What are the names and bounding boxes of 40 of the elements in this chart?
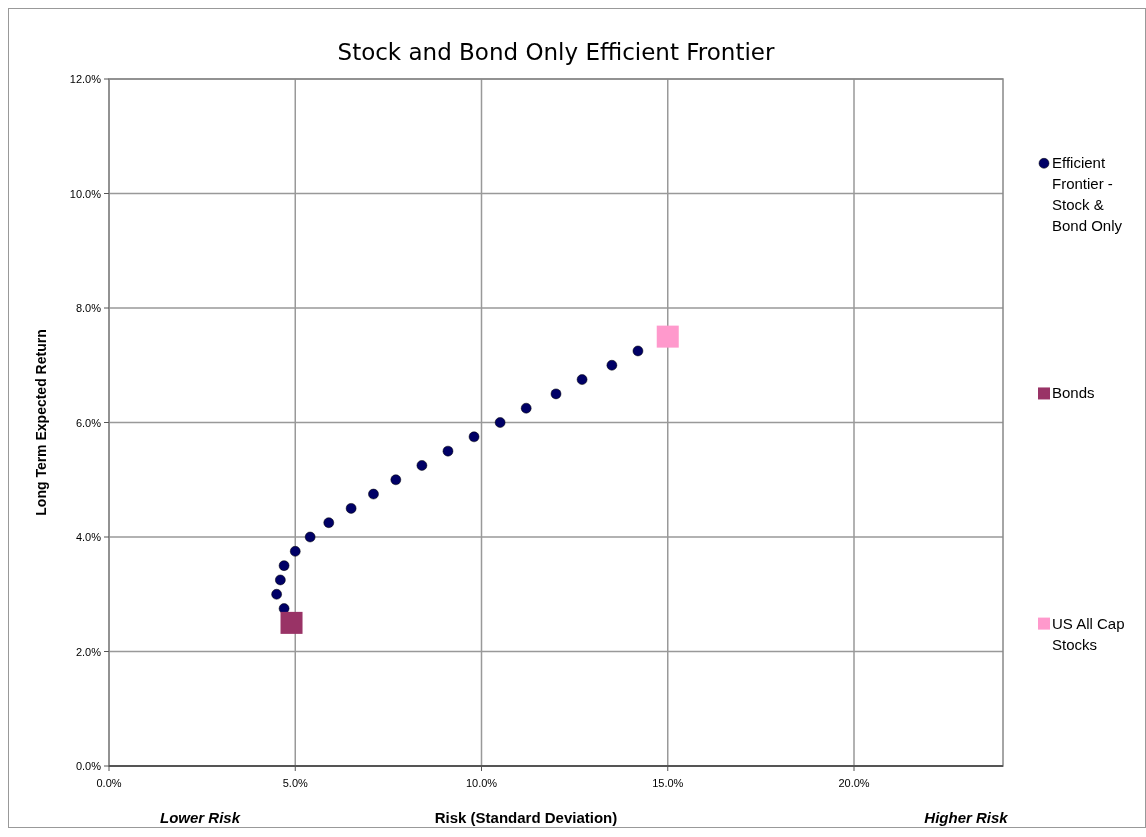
point — [468, 431, 480, 443]
legend-label: Efficient Frontier - Stock & Bond Only — [1052, 154, 1123, 235]
point — [656, 325, 679, 348]
text: Lower Risk — [159, 809, 241, 826]
point — [304, 531, 316, 543]
y-tick-label: 10.0% — [69, 187, 102, 200]
x-tick-label: 5.0% — [282, 777, 308, 789]
point — [550, 388, 562, 400]
point — [278, 560, 290, 571]
point — [323, 517, 335, 528]
point — [442, 445, 454, 457]
point — [494, 417, 506, 428]
point — [632, 345, 644, 357]
y-tick-label: 8.0% — [75, 302, 102, 314]
legend-label: Bonds — [1052, 384, 1095, 402]
legend-label: US All Cap Stocks — [1052, 614, 1125, 653]
chart-title: Stock and Bond Only Efficient Frontier — [337, 39, 775, 65]
point — [520, 402, 532, 414]
x-tick-label: 15.0% — [652, 777, 684, 789]
y-tick-label: 6.0% — [75, 416, 102, 429]
x-tick-label: 20.0% — [838, 777, 870, 789]
point — [368, 488, 379, 500]
point — [416, 460, 428, 471]
x-tick-label: 10.0% — [465, 777, 498, 789]
point — [345, 503, 357, 514]
y-tick-label: 12.0% — [69, 73, 102, 85]
x-axis-title: Risk (Standard Deviation) — [434, 809, 618, 826]
point — [271, 589, 282, 600]
point — [576, 374, 588, 385]
y-axis-title: Long Term Expected Return — [33, 329, 49, 516]
point — [606, 360, 618, 371]
point — [390, 474, 402, 485]
y-tick-label: 4.0% — [75, 531, 102, 543]
point — [275, 574, 286, 586]
y-tick-label: 2.0% — [75, 645, 102, 658]
x-tick-label: 0.0% — [96, 777, 122, 789]
point — [290, 546, 301, 557]
point — [280, 611, 303, 634]
y-tick-label: 0.0% — [75, 760, 102, 772]
text: Higher Risk — [924, 809, 1009, 826]
